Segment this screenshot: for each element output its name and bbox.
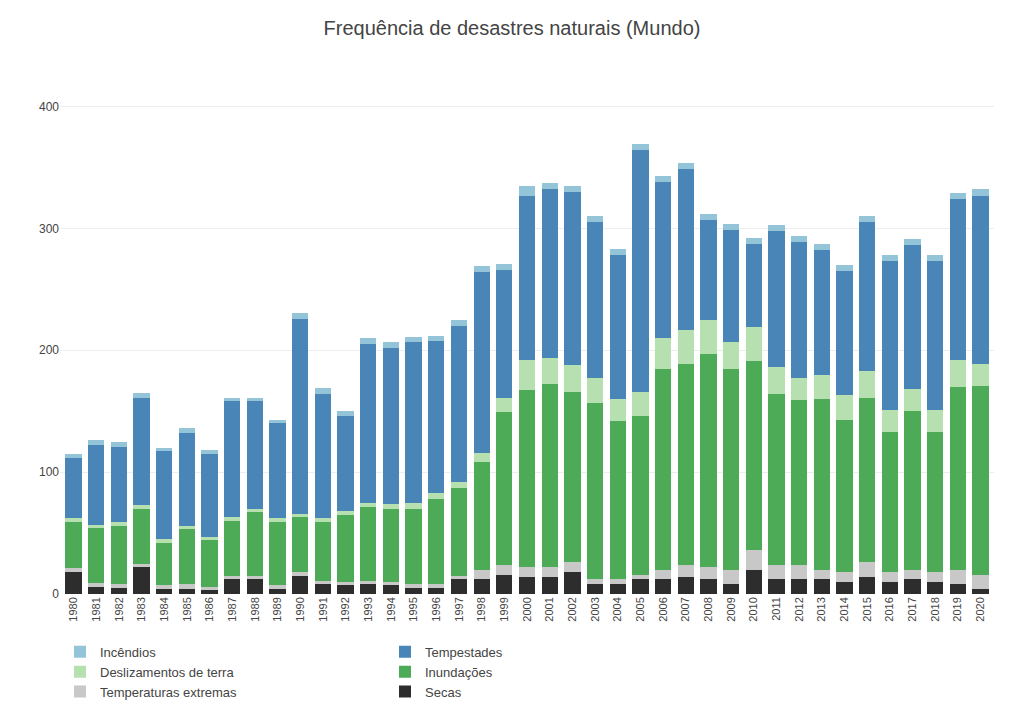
svg-text:2020: 2020 — [974, 597, 986, 621]
svg-text:1980: 1980 — [67, 597, 79, 621]
svg-text:2008: 2008 — [702, 597, 714, 621]
svg-text:1981: 1981 — [90, 597, 102, 621]
svg-text:200: 200 — [39, 343, 59, 357]
svg-text:2017: 2017 — [906, 597, 918, 621]
svg-text:100: 100 — [39, 465, 59, 479]
svg-text:Temperaturas extremas: Temperaturas extremas — [100, 685, 237, 700]
svg-text:1986: 1986 — [203, 597, 215, 621]
svg-text:1991: 1991 — [317, 597, 329, 621]
svg-text:2007: 2007 — [679, 597, 691, 621]
svg-text:2018: 2018 — [929, 597, 941, 621]
svg-text:2012: 2012 — [793, 597, 805, 621]
svg-text:2011: 2011 — [770, 597, 782, 621]
svg-text:Incêndios: Incêndios — [100, 645, 156, 660]
svg-text:Tempestades: Tempestades — [425, 645, 503, 660]
svg-text:1988: 1988 — [249, 597, 261, 621]
svg-text:400: 400 — [39, 100, 59, 114]
svg-text:1990: 1990 — [294, 597, 306, 621]
svg-text:2002: 2002 — [566, 597, 578, 621]
svg-text:0: 0 — [52, 587, 59, 601]
svg-text:1999: 1999 — [498, 597, 510, 621]
svg-text:1982: 1982 — [113, 597, 125, 621]
svg-text:2009: 2009 — [725, 597, 737, 621]
svg-text:2010: 2010 — [747, 597, 759, 621]
svg-text:1984: 1984 — [158, 597, 170, 621]
svg-text:2014: 2014 — [838, 597, 850, 621]
svg-text:1996: 1996 — [430, 597, 442, 621]
svg-text:2001: 2001 — [543, 597, 555, 621]
svg-text:2003: 2003 — [589, 597, 601, 621]
svg-text:2000: 2000 — [521, 597, 533, 621]
svg-text:2013: 2013 — [815, 597, 827, 621]
svg-text:1983: 1983 — [135, 597, 147, 621]
svg-text:2006: 2006 — [657, 597, 669, 621]
svg-text:300: 300 — [39, 222, 59, 236]
svg-text:Inundações: Inundações — [425, 665, 493, 680]
svg-text:1989: 1989 — [271, 597, 283, 621]
svg-text:1997: 1997 — [453, 597, 465, 621]
svg-text:1993: 1993 — [362, 597, 374, 621]
svg-text:1998: 1998 — [475, 597, 487, 621]
svg-text:2016: 2016 — [883, 597, 895, 621]
svg-text:2019: 2019 — [951, 597, 963, 621]
svg-text:Secas: Secas — [425, 685, 462, 700]
svg-text:1985: 1985 — [181, 597, 193, 621]
svg-text:1987: 1987 — [226, 597, 238, 621]
svg-text:1995: 1995 — [407, 597, 419, 621]
svg-text:2004: 2004 — [611, 597, 623, 621]
svg-text:2005: 2005 — [634, 597, 646, 621]
svg-text:Deslizamentos de terra: Deslizamentos de terra — [100, 665, 234, 680]
svg-text:Frequência de desastres natura: Frequência de desastres naturais (Mundo) — [324, 17, 701, 39]
svg-text:2015: 2015 — [861, 597, 873, 621]
svg-text:1992: 1992 — [339, 597, 351, 621]
svg-text:1994: 1994 — [385, 597, 397, 621]
